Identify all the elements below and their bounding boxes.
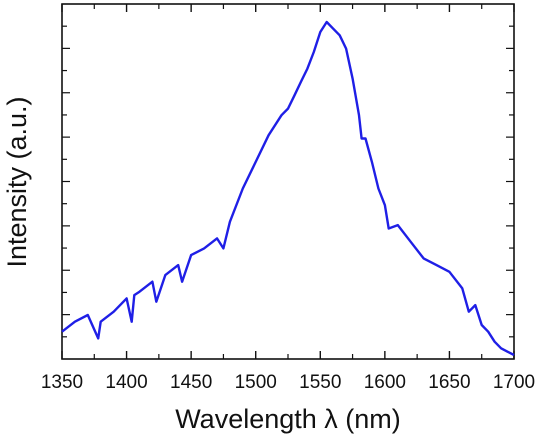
x-tick-label: 1450 [170, 372, 212, 393]
x-tick-label: 1700 [493, 372, 535, 393]
x-tick-label: 1600 [364, 372, 406, 393]
x-tick-label: 1350 [41, 372, 83, 393]
x-tick-label: 1650 [428, 372, 470, 393]
plot-frame [61, 3, 515, 360]
intensity-spectrum-line [61, 20, 515, 357]
axis-ticks [61, 4, 515, 359]
x-tick-label: 1400 [105, 372, 147, 393]
x-axis-label: Wavelength λ (nm) [175, 404, 401, 434]
y-axis-label: Intensity (a.u.) [2, 96, 32, 267]
x-tick-label: 1500 [235, 372, 277, 393]
x-tick-labels: 1350 1400 1450 1500 1550 1600 1650 1700 [41, 372, 535, 393]
x-tick-label: 1550 [299, 372, 341, 393]
